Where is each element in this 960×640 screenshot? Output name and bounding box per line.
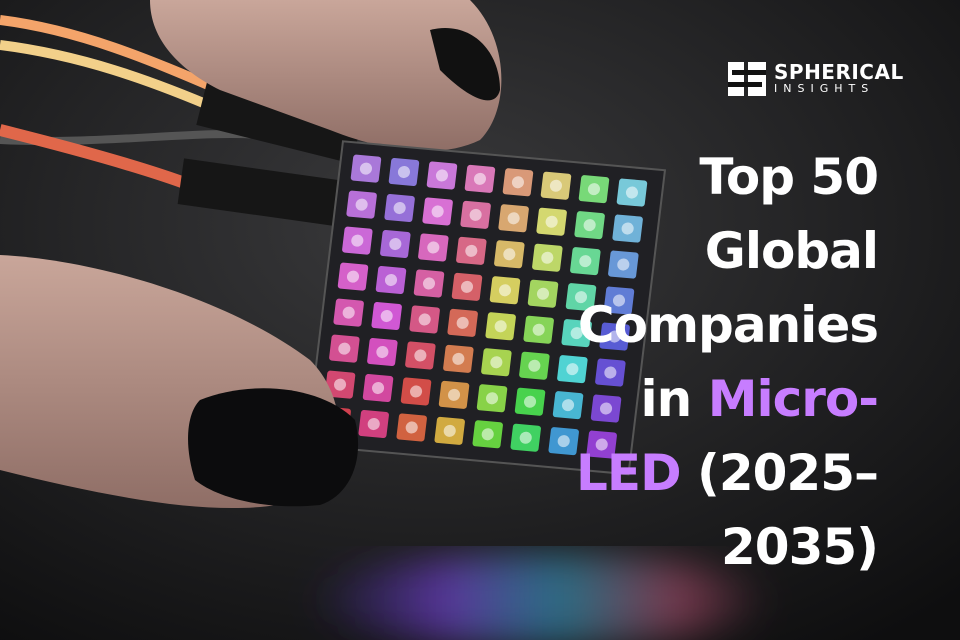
headline-text: in [640,370,708,428]
headline-line: Global [576,214,879,288]
led-core [443,424,456,437]
led-core [608,330,621,343]
headline-line: 2035) [576,510,879,584]
led-core [523,395,537,408]
led-core [541,251,554,264]
led-core [422,277,436,290]
led-core [561,399,575,412]
headline: Top 50 Global Companies in Micro- LED (2025–… [576,140,879,584]
headline-line: Top 50 [576,140,879,214]
brand-logo [728,62,766,96]
led-core [351,234,364,247]
brand-name: SPHERICAL [774,60,904,84]
led-core [452,352,465,365]
led-core [384,274,398,287]
led-core [604,366,617,379]
led-core [338,342,351,355]
led-core [625,186,639,199]
led-core [503,248,516,261]
led-core [574,291,588,304]
led-core [405,421,418,434]
led-core [570,327,583,340]
led-core [579,255,592,268]
led-core [498,284,512,297]
headline-line: in Micro- [576,362,879,436]
headline-text: 2035) [720,518,879,576]
led-core [494,320,507,333]
led-core [427,241,440,254]
led-core [595,438,608,451]
headline-accent: Micro- [707,370,879,428]
led-core [435,169,449,182]
led-core [528,359,541,372]
led-core [485,392,499,405]
led-core [621,222,634,235]
led-core [359,162,373,175]
led-core [389,238,402,251]
led-core [342,306,355,319]
led-core [545,215,558,228]
led-core [460,280,474,293]
led-core [409,385,423,398]
headline-text: (2025– [680,444,879,502]
led-core [473,172,487,185]
led-core [549,179,563,192]
led-core [346,270,360,283]
led-core [469,208,482,221]
led-core [465,244,478,257]
headline-accent: LED [576,444,682,502]
led-core [617,258,630,271]
led-core [355,198,368,211]
led-core [447,388,461,401]
led-core [456,316,469,329]
headline-text: Companies [577,296,879,354]
led-core [490,356,503,369]
led-core [397,166,411,179]
led-core [507,212,520,225]
headline-text: Global [704,222,879,280]
led-core [371,382,385,395]
led-core [532,323,545,336]
headline-line: Companies [576,288,879,362]
led-core [599,402,613,415]
led-core [557,435,570,448]
led-core [414,349,427,362]
headline-text: Top 50 [699,148,879,206]
led-core [511,176,525,189]
led-core [376,346,389,359]
led-core [519,431,532,444]
led-panel [305,140,667,476]
led-core [418,313,431,326]
led-core [431,205,444,218]
led-core [583,219,596,232]
led-core [333,378,347,391]
brand-tagline: INSIGHTS [774,82,875,95]
led-core [380,310,393,323]
led-core [612,294,626,307]
led-core [393,202,406,215]
led-core [536,287,550,300]
brand: SPHERICAL INSIGHTS [728,62,904,96]
led-core [566,363,579,376]
headline-line: LED (2025– [576,436,879,510]
led-core [367,418,380,431]
led-core [587,183,601,196]
led-core [481,428,494,441]
